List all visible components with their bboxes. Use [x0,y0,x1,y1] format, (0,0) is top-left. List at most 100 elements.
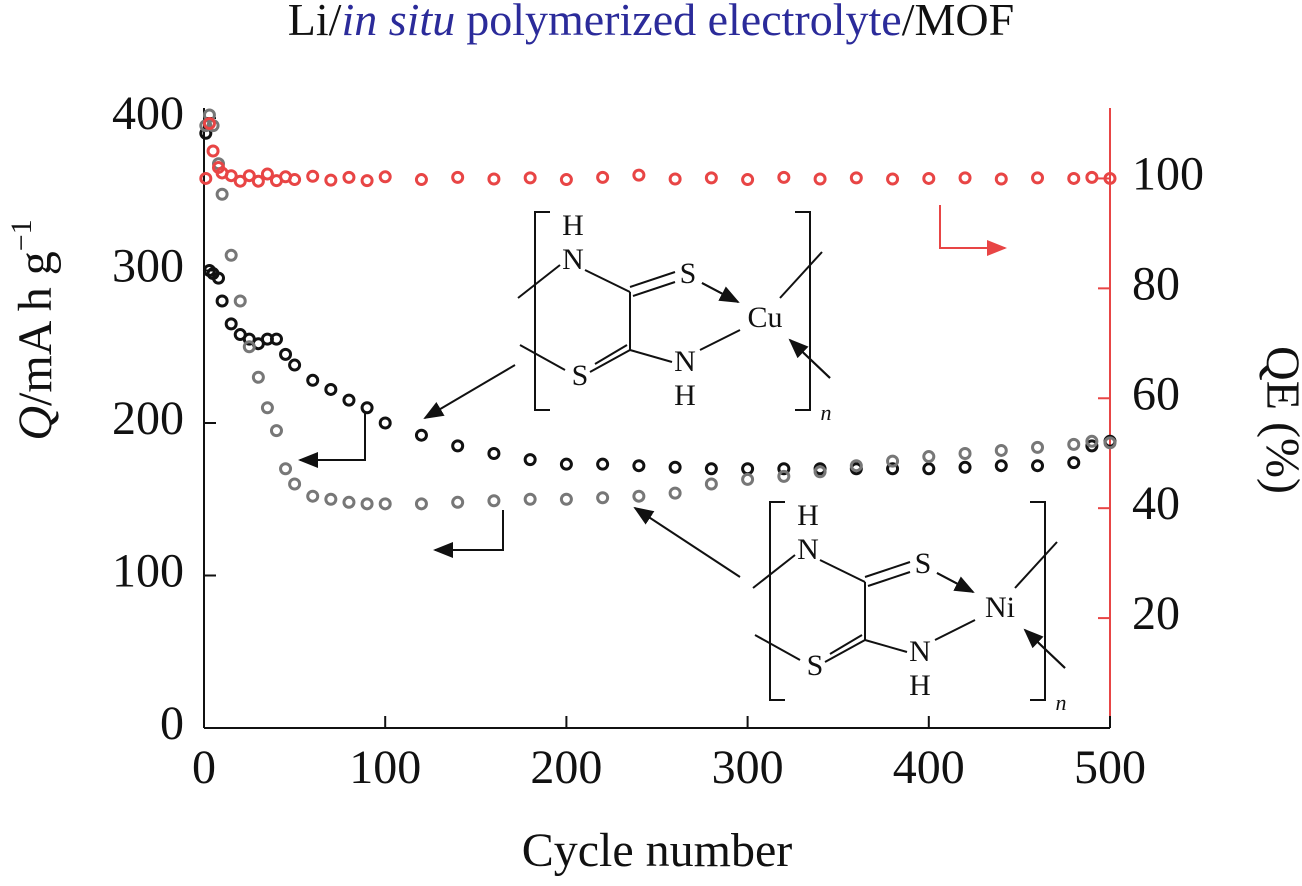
data-point [632,489,646,503]
data-point [523,453,537,467]
data-point [1085,170,1099,184]
data-point [260,401,274,415]
data-point [958,447,972,460]
y-tick-label: 400 [112,87,184,140]
data-point [704,462,718,476]
data-point [324,382,338,396]
atom-label: N [909,635,931,668]
atom-label: S [807,649,824,682]
data-point [306,373,320,387]
y2-tick-label: 80 [1132,257,1180,310]
bond [769,501,785,701]
subscript-label: n [821,400,832,425]
y-axis-label: Q/mA h g−1 [5,219,62,440]
atom-label: H [909,669,931,702]
data-point [487,447,501,460]
data-point [596,491,610,505]
data-point [487,172,501,186]
data-point [523,171,537,185]
chart-title: Li/in situ polymerized electrolyte/MOF [288,0,1014,45]
data-point [251,174,265,188]
bond [779,251,823,299]
arrow [936,572,975,593]
y-tick-label: 0 [160,697,184,750]
bond [1014,541,1058,589]
pointer-arrow [939,205,1007,256]
atom-label: N [797,533,819,566]
data-point [342,393,356,407]
data-point [306,169,320,183]
data-point [668,172,682,186]
atom-label: Cu [747,301,782,334]
data-point [215,187,229,201]
data-point [1085,439,1099,453]
bond [594,344,628,365]
data-point [288,358,302,372]
data-point [813,465,827,479]
data-point [1103,436,1117,450]
arrow [1023,628,1066,669]
y2-axis-label: QE (%) [1256,346,1302,494]
data-point [342,495,356,509]
data-point [1031,440,1045,454]
data-point [704,477,718,491]
data-point [559,457,573,471]
data-point [360,401,374,415]
data-point [668,460,682,474]
data-point [260,167,274,181]
data-point [849,171,863,185]
data-point [224,248,238,262]
data-point [849,459,863,473]
bond [795,211,811,411]
data-point [1067,171,1081,185]
y-label-part: −1 [5,219,38,251]
data-point [886,454,900,468]
bond [864,639,908,653]
data-point [224,169,238,183]
data-point [632,459,646,473]
data-point [704,171,718,185]
bond [629,271,676,288]
bond [629,349,673,363]
data-point [199,171,213,185]
data-point [269,332,283,346]
bond [584,269,631,293]
arrow [701,282,740,303]
y-tick-label: 300 [112,240,184,293]
data-point [813,172,827,186]
data-point [306,489,320,503]
data-point [922,450,936,464]
data-point [596,170,610,184]
data-point [279,462,293,476]
data-point [451,439,465,453]
data-point [886,462,900,476]
data-point [886,172,900,186]
atom-label: H [797,499,819,532]
data-point [958,460,972,474]
data-point [378,497,392,511]
y-label-part: Q [9,406,62,441]
data-point [233,174,247,188]
bond [699,329,741,351]
title-part: in situ [341,0,455,45]
data-point [994,443,1008,457]
data-point [1067,437,1081,451]
data-point [451,170,465,184]
pointer-arrow [433,510,504,558]
data-point [1031,459,1045,473]
bond [829,634,863,655]
x-tick-label: 100 [349,741,421,794]
y-label-part: /mA h g [9,251,62,406]
data-point [324,492,338,506]
y-tick-label: 100 [112,545,184,598]
bond [819,559,866,583]
title-part: Li/ [288,0,342,45]
data-point [414,428,428,442]
data-point [324,173,338,187]
data-point [741,462,755,476]
data-point [342,170,356,184]
data-point [777,469,791,483]
